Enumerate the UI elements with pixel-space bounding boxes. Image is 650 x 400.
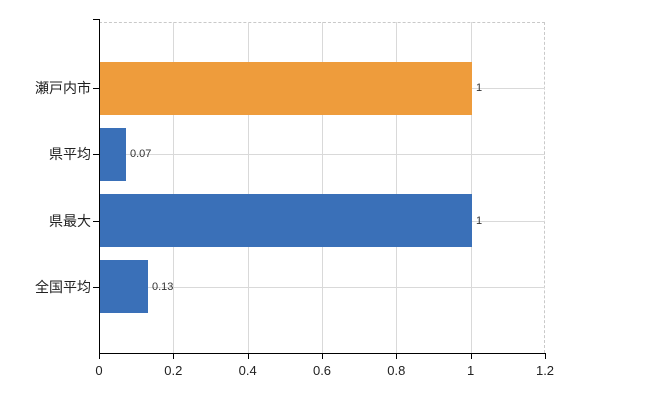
bar-value-label: 1: [476, 82, 483, 95]
x-axis-line: [99, 353, 546, 354]
v-gridline: [322, 22, 323, 353]
x-tick: [470, 353, 472, 359]
x-tick-label: 1: [467, 363, 475, 378]
x-tick: [173, 353, 175, 359]
bar-value-label: 0.07: [130, 148, 152, 161]
category-label: 県平均: [49, 146, 91, 163]
y-axis-top-tick: [93, 19, 99, 20]
h-gridline: [99, 287, 545, 288]
v-gridline: [173, 22, 175, 353]
x-tick-label: 0.6: [312, 363, 332, 378]
y-tick: [93, 154, 99, 155]
x-tick: [396, 353, 398, 359]
category-label: 全国平均: [35, 278, 91, 295]
x-tick-label: 0.2: [164, 363, 183, 378]
category-label: 県最大: [49, 212, 91, 229]
x-tick: [99, 353, 100, 359]
x-tick: [247, 353, 249, 359]
x-tick-label: 0: [95, 363, 103, 378]
category-label: 瀬戸内市: [35, 80, 91, 97]
x-tick: [322, 353, 323, 359]
bar: [100, 62, 472, 115]
h-gridline: [99, 154, 545, 155]
bar: [100, 194, 472, 247]
bar: [100, 128, 126, 181]
y-axis-line: [99, 19, 100, 353]
bar-value-label: 1: [476, 214, 483, 227]
x-tick-label: 1.2: [535, 363, 555, 378]
bar-value-label: 0.13: [152, 280, 174, 293]
v-gridline: [470, 22, 472, 353]
x-tick-label: 0.8: [387, 363, 406, 378]
v-gridline: [247, 22, 249, 353]
x-tick-label: 0.4: [238, 363, 257, 378]
bar: [100, 260, 148, 313]
v-gridline: [396, 22, 398, 353]
y-tick: [93, 221, 99, 222]
y-tick: [93, 88, 99, 89]
x-tick: [545, 353, 546, 359]
y-tick: [93, 287, 99, 288]
